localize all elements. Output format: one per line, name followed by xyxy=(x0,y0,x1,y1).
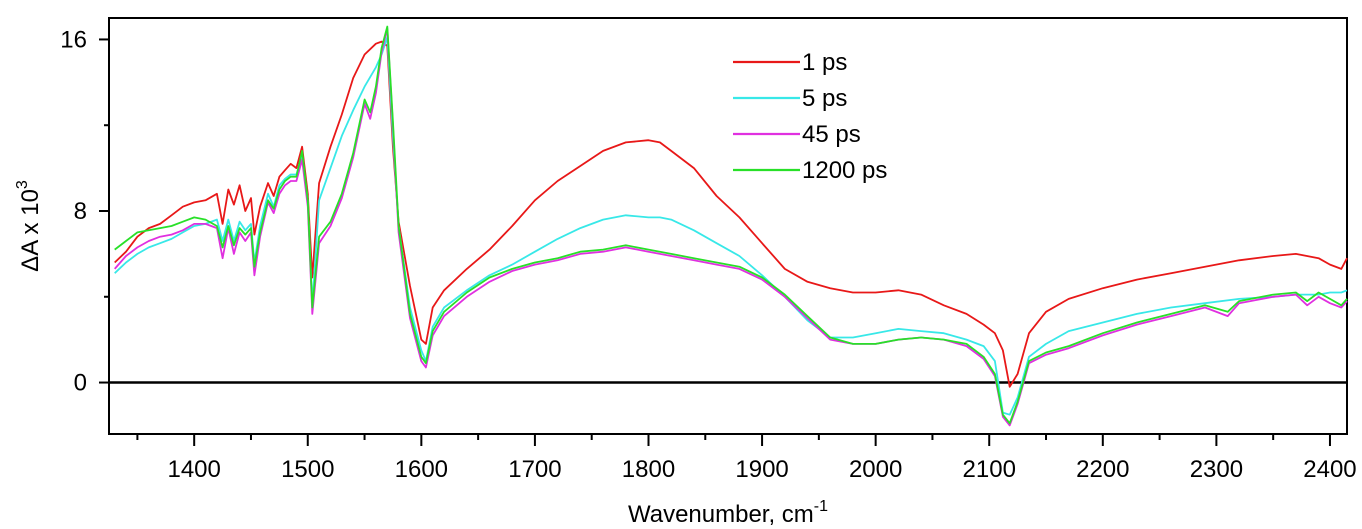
y-tick-label: 0 xyxy=(74,370,87,397)
y-axis-title-superscript: 3 xyxy=(14,180,31,189)
x-tick-label: 2300 xyxy=(1190,456,1243,483)
y-axis-ticks: 0 8 16 xyxy=(60,26,109,397)
series-line-1-ps xyxy=(114,40,1348,388)
series-line-5-ps xyxy=(114,36,1348,416)
plot-frame xyxy=(108,17,1348,435)
x-axis-title-text: Wavenumber, cm xyxy=(628,501,814,528)
y-tick-label: 16 xyxy=(60,26,87,53)
series-line-1200-ps xyxy=(114,25,1348,425)
legend-label: 1 ps xyxy=(802,49,847,76)
x-tick-label: 2100 xyxy=(963,456,1016,483)
x-tick-label: 2200 xyxy=(1076,456,1129,483)
x-tick-label: 1700 xyxy=(508,456,561,483)
series-lines xyxy=(114,25,1348,427)
y-axis-title-text: ΔA x 10 xyxy=(17,189,44,272)
legend-label: 5 ps xyxy=(802,85,847,112)
series-line-45-ps xyxy=(114,27,1348,427)
legend: 1 ps 5 ps 45 ps 1200 ps xyxy=(733,49,887,184)
x-tick-label: 1500 xyxy=(281,456,334,483)
x-tick-label: 2400 xyxy=(1303,456,1356,483)
x-tick-label: 1600 xyxy=(395,456,448,483)
x-tick-label: 2000 xyxy=(849,456,902,483)
legend-label: 45 ps xyxy=(802,121,861,148)
legend-label: 1200 ps xyxy=(802,157,887,184)
x-tick-label: 1800 xyxy=(622,456,675,483)
x-axis-ticks: 1400 1500 1600 1700 1800 1900 2000 2100 2200 2300… xyxy=(136,434,1357,483)
x-axis-title: Wavenumber, cm-1 xyxy=(628,498,828,528)
y-tick-label: 8 xyxy=(74,198,87,225)
x-tick-label: 1900 xyxy=(735,456,788,483)
x-tick-label: 1400 xyxy=(167,456,220,483)
y-axis-title: ΔA x 103 xyxy=(14,180,44,272)
x-axis-title-superscript: -1 xyxy=(814,498,828,515)
